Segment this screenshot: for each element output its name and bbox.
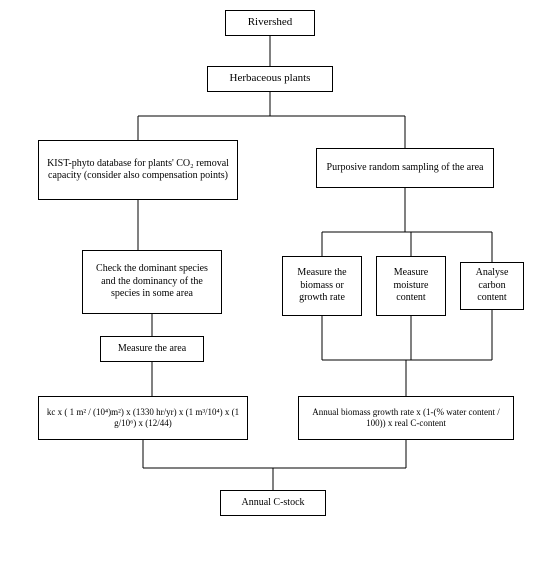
node-label: Measure the area — [118, 343, 186, 356]
node-label: Measure moisture content — [383, 267, 439, 305]
node-label: Analyse carbon content — [467, 267, 517, 305]
node-label: Check the dominant species and the domin… — [89, 263, 215, 301]
node-rivershed: Rivershed — [225, 10, 315, 36]
node-label: KIST-phyto database for plants' CO₂ remo… — [45, 158, 231, 183]
node-label: Annual biomass growth rate x (1-(% water… — [305, 407, 507, 430]
node-purposive-sampling: Purposive random sampling of the area — [316, 148, 494, 188]
node-label: Purposive random sampling of the area — [327, 162, 484, 175]
node-annual-c-stock: Annual C-stock — [220, 490, 326, 516]
node-herbaceous-plants: Herbaceous plants — [207, 66, 333, 92]
node-measure-moisture: Measure moisture content — [376, 256, 446, 316]
node-measure-biomass: Measure the biomass or growth rate — [282, 256, 362, 316]
node-check-dominant-species: Check the dominant species and the domin… — [82, 250, 222, 314]
node-analyse-carbon: Analyse carbon content — [460, 262, 524, 310]
node-label: Annual C-stock — [241, 497, 304, 510]
node-formula-kc: kc x ( 1 m² / (10⁴)m²) x (1330 hr/yr) x … — [38, 396, 248, 440]
node-label: kc x ( 1 m² / (10⁴)m²) x (1330 hr/yr) x … — [45, 407, 241, 430]
node-kist-database: KIST-phyto database for plants' CO₂ remo… — [38, 140, 238, 200]
node-measure-area: Measure the area — [100, 336, 204, 362]
node-annual-growth-rate: Annual biomass growth rate x (1-(% water… — [298, 396, 514, 440]
node-label: Rivershed — [248, 16, 293, 30]
node-label: Herbaceous plants — [230, 72, 311, 86]
node-label: Measure the biomass or growth rate — [289, 267, 355, 305]
